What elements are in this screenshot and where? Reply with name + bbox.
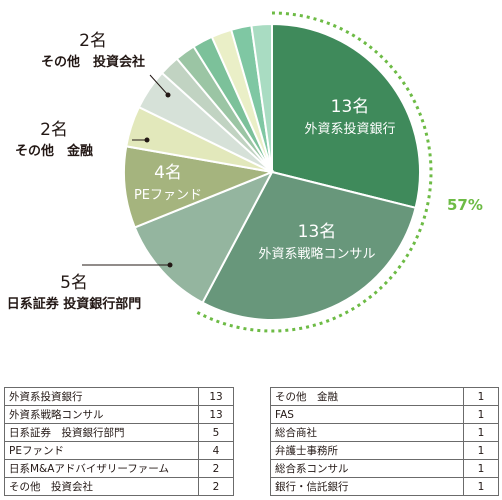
slice-count-label: 2名: [40, 120, 68, 140]
leader-dot: [144, 137, 150, 143]
table-row: 外資系投資銀行 13: [4, 387, 234, 406]
slice-name-label: 外資系戦略コンサル: [258, 246, 375, 262]
slice-count-label: 2名: [79, 31, 107, 51]
table-cell-label: 外資系戦略コンサル: [4, 405, 199, 424]
pie-slice: [271, 22, 421, 210]
table-left: 外資系投資銀行 13 外資系戦略コンサル 13 日系証券 投資銀行部門 5 PEファンド 4 日…: [4, 387, 234, 496]
slice-count-label: 4名: [154, 163, 182, 183]
pie-slice: [201, 170, 417, 321]
table-cell-value: 1: [463, 477, 499, 496]
table-cell-label: PEファンド: [4, 441, 199, 460]
table-cell-value: 1: [463, 459, 499, 478]
table-cell-label: その他 投資会社: [4, 477, 199, 496]
table-cell-label: 外資系投資銀行: [4, 387, 199, 406]
table-cell-label: FAS: [270, 405, 464, 424]
table-cell-value: 2: [198, 459, 234, 478]
table-cell-label: 弁護士事務所: [270, 441, 464, 460]
table-cell-value: 2: [198, 477, 234, 496]
slice-name-label: 日系証券 投資銀行部門: [7, 296, 142, 312]
table-row: 日系証券 投資銀行部門 5: [4, 423, 234, 442]
table-cell-label: 日系M&Aアドバイザリーファーム: [4, 459, 199, 478]
table-row: FAS 1: [270, 405, 499, 424]
table-cell-value: 4: [198, 441, 234, 460]
table-cell-value: 1: [463, 441, 499, 460]
slice-name-label: その他 金融: [15, 143, 93, 159]
table-row: その他 投資会社 2: [4, 477, 234, 496]
table-cell-value: 1: [463, 405, 499, 424]
table-row: 総合系コンサル 1: [270, 459, 499, 478]
pie-slice: [133, 170, 275, 305]
table-row: 総合商社 1: [270, 423, 499, 442]
slice-name-label: その他 投資会社: [41, 54, 145, 70]
table-cell-label: 銀行・信託銀行: [270, 477, 464, 496]
leader-dot: [165, 92, 171, 98]
table-right: その他 金融 1 FAS 1 総合商社 1 弁護士事務所 1 総合系コンサル 1 銀行・信託銀行 1: [270, 387, 499, 496]
table-cell-value: 13: [198, 387, 234, 406]
slice-name-label: 外資系投資銀行: [304, 121, 395, 137]
table-cell-label: 日系証券 投資銀行部門: [4, 423, 199, 442]
table-row: PEファンド 4: [4, 441, 234, 460]
majority-arc: [196, 11, 433, 333]
slice-count-label: 13名: [298, 222, 337, 242]
table-cell-value: 5: [198, 423, 234, 442]
table-row: その他 金融 1: [270, 387, 499, 406]
table-row: 外資系戦略コンサル 13: [4, 405, 234, 424]
table-cell-value: 1: [463, 387, 499, 406]
table-cell-label: その他 金融: [270, 387, 464, 406]
majority-percentage: 57%: [447, 196, 483, 214]
table-row: 日系M&Aアドバイザリーファーム 2: [4, 459, 234, 478]
pie-slice: [250, 22, 273, 173]
slice-count-label: 5名: [60, 273, 88, 293]
table-cell-value: 13: [198, 405, 234, 424]
leader-line: [149, 74, 169, 96]
slice-count-label: 13名: [331, 97, 370, 117]
table-cell-value: 1: [463, 423, 499, 442]
table-cell-label: 総合商社: [270, 423, 464, 442]
table-cell-label: 総合系コンサル: [270, 459, 464, 478]
table-row: 銀行・信託銀行 1: [270, 477, 499, 496]
slice-name-label: PEファンド: [134, 188, 202, 203]
table-row: 弁護士事務所 1: [270, 441, 499, 460]
leader-dot: [167, 262, 173, 268]
pie-slice: [123, 145, 276, 229]
